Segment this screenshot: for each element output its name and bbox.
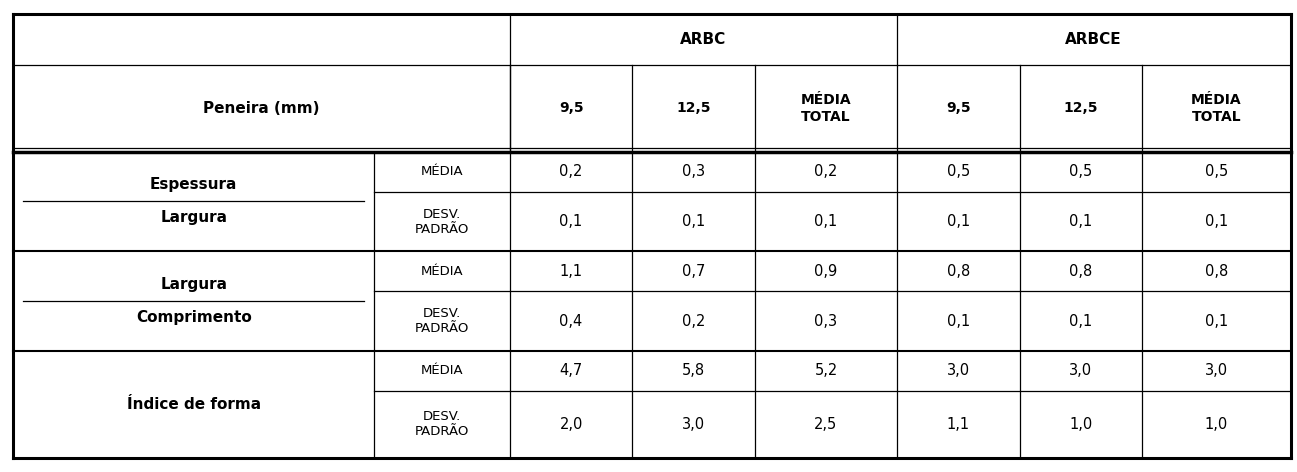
Text: 1,0: 1,0 <box>1205 417 1228 432</box>
Text: 1,1: 1,1 <box>559 264 582 279</box>
Text: 0,2: 0,2 <box>682 313 706 329</box>
Text: 3,0: 3,0 <box>1069 363 1092 378</box>
Text: MÉDIA: MÉDIA <box>420 165 463 178</box>
Text: MÉDIA: MÉDIA <box>420 364 463 377</box>
Text: 0,3: 0,3 <box>815 313 838 329</box>
Text: Peneira (mm): Peneira (mm) <box>204 101 319 116</box>
Text: 12,5: 12,5 <box>1064 101 1099 116</box>
Text: 0,1: 0,1 <box>1069 313 1092 329</box>
Text: 3,0: 3,0 <box>1205 363 1228 378</box>
Text: 1,1: 1,1 <box>947 417 970 432</box>
Text: 0,9: 0,9 <box>815 264 838 279</box>
Text: 4,7: 4,7 <box>559 363 582 378</box>
Text: 2,0: 2,0 <box>559 417 582 432</box>
Text: Largura: Largura <box>160 277 227 292</box>
Text: MÉDIA
TOTAL: MÉDIA TOTAL <box>1191 93 1241 124</box>
Text: 0,8: 0,8 <box>947 264 970 279</box>
Text: MÉDIA: MÉDIA <box>420 265 463 278</box>
Text: 0,1: 0,1 <box>947 313 970 329</box>
Text: 0,5: 0,5 <box>1069 164 1092 179</box>
Text: 9,5: 9,5 <box>946 101 970 116</box>
Text: Largura: Largura <box>160 211 227 226</box>
Text: Comprimento: Comprimento <box>136 310 252 325</box>
Text: DESV.
PADRÃO: DESV. PADRÃO <box>415 208 470 236</box>
Text: Espessura: Espessura <box>150 177 237 193</box>
Text: 3,0: 3,0 <box>947 363 970 378</box>
Text: 3,0: 3,0 <box>682 417 706 432</box>
Text: ARBCE: ARBCE <box>1065 32 1122 47</box>
Text: 0,3: 0,3 <box>682 164 706 179</box>
Text: MÉDIA
TOTAL: MÉDIA TOTAL <box>800 93 851 124</box>
Text: 0,2: 0,2 <box>559 164 582 179</box>
Text: 0,8: 0,8 <box>1069 264 1092 279</box>
Text: Índice de forma: Índice de forma <box>127 397 261 412</box>
Text: 0,1: 0,1 <box>559 214 582 229</box>
Text: 12,5: 12,5 <box>677 101 711 116</box>
Text: 0,1: 0,1 <box>1069 214 1092 229</box>
Text: 0,1: 0,1 <box>1205 214 1228 229</box>
Text: 0,1: 0,1 <box>1205 313 1228 329</box>
Text: 5,2: 5,2 <box>815 363 838 378</box>
Text: DESV.
PADRÃO: DESV. PADRÃO <box>415 307 470 335</box>
Text: 1,0: 1,0 <box>1069 417 1092 432</box>
Text: 0,5: 0,5 <box>947 164 970 179</box>
Text: 0,8: 0,8 <box>1205 264 1228 279</box>
Text: ARBC: ARBC <box>680 32 726 47</box>
Text: DESV.
PADRÃO: DESV. PADRÃO <box>415 410 470 438</box>
Text: 5,8: 5,8 <box>682 363 706 378</box>
Text: 0,7: 0,7 <box>682 264 706 279</box>
Text: 0,1: 0,1 <box>815 214 838 229</box>
Text: 2,5: 2,5 <box>815 417 838 432</box>
Text: 9,5: 9,5 <box>559 101 584 116</box>
Text: 0,1: 0,1 <box>682 214 706 229</box>
Text: 0,1: 0,1 <box>947 214 970 229</box>
Text: 0,4: 0,4 <box>559 313 582 329</box>
Text: 0,5: 0,5 <box>1205 164 1228 179</box>
Text: 0,2: 0,2 <box>815 164 838 179</box>
